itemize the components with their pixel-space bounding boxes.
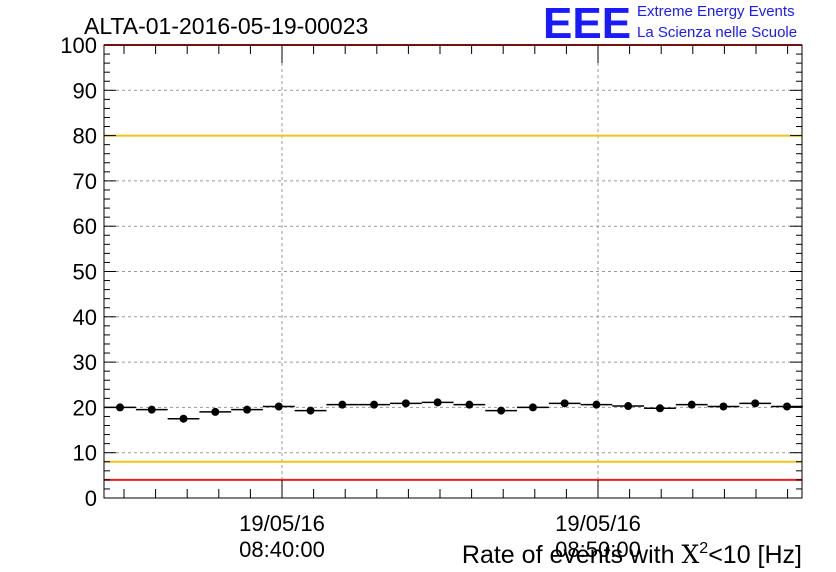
y-tick-label: 50 [73, 260, 97, 285]
x-tick-label-time: 08:50:00 [555, 537, 641, 562]
data-point [147, 405, 156, 414]
data-point [370, 400, 379, 409]
data-point [751, 399, 760, 408]
data-series-rate [104, 398, 803, 423]
logo-line-2: La Scienza nelle Scuole [637, 24, 798, 41]
y-tick-labels: 0 10 20 30 40 50 60 70 80 90 100 [60, 33, 97, 511]
data-point [592, 400, 601, 409]
data-point [497, 406, 506, 415]
data-point [528, 403, 537, 412]
reference-lines [104, 44, 802, 481]
data-point [274, 402, 283, 411]
data-point [179, 414, 188, 423]
data-point [433, 398, 442, 407]
data-point [401, 399, 410, 408]
y-tick-label: 0 [85, 486, 97, 511]
data-point [243, 405, 252, 414]
data-point [306, 406, 315, 415]
x-tick-label-time: 08:40:00 [239, 537, 325, 562]
logo-line-1: Extreme Energy Events [637, 3, 795, 20]
x-axis-label: Rate of events with X2<10 [Hz] [462, 540, 802, 569]
data-point [465, 400, 474, 409]
axis-ticks [104, 44, 802, 499]
y-tick-label: 100 [60, 33, 97, 58]
data-point [783, 402, 791, 411]
data-point [560, 399, 569, 408]
y-tick-label: 40 [73, 305, 97, 330]
y-tick-label: 60 [73, 214, 97, 239]
x-tick-label-date: 19/05/16 [555, 511, 641, 536]
data-point [655, 404, 664, 413]
y-tick-label: 30 [73, 350, 97, 375]
y-tick-label: 20 [73, 395, 97, 420]
data-point [338, 400, 347, 409]
data-point [719, 402, 728, 411]
chart-title: ALTA-01-2016-05-19-00023 [84, 13, 368, 39]
data-point [624, 402, 633, 411]
y-tick-label: 10 [73, 441, 97, 466]
x-tick-label-date: 19/05/16 [239, 511, 325, 536]
y-tick-label: 90 [73, 78, 97, 103]
eee-logo-icon: EEE [543, 0, 631, 48]
y-tick-label: 80 [73, 124, 97, 149]
grid-lines [104, 44, 802, 499]
data-point [687, 400, 696, 409]
data-point [116, 403, 124, 412]
data-point [211, 407, 220, 416]
y-tick-label: 70 [73, 169, 97, 194]
